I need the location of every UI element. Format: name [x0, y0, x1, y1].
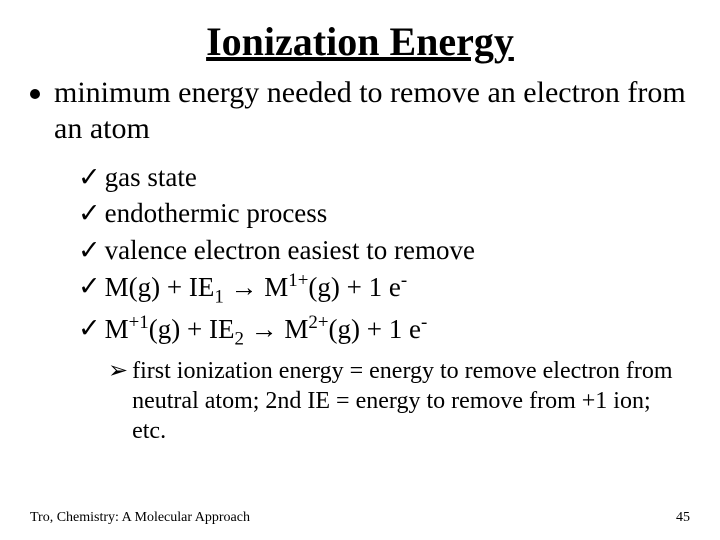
chevron-right-icon: ➢ — [108, 356, 128, 386]
check-item: ✓ gas state — [78, 159, 690, 195]
checkmark-icon: ✓ — [78, 310, 101, 346]
check-text: M(g) + IE1 → M1+(g) + 1 e- — [105, 268, 408, 310]
check-item: ✓ valence electron easiest to remove — [78, 232, 690, 268]
check-text: gas state — [105, 159, 197, 195]
bullet-dot-icon — [30, 89, 40, 99]
checkmark-icon: ✓ — [78, 232, 101, 268]
checklist: ✓ gas state ✓ endothermic process ✓ vale… — [30, 159, 690, 352]
note-block: ➢ first ionization energy = energy to re… — [30, 356, 690, 446]
check-item: ✓ endothermic process — [78, 195, 690, 231]
checkmark-icon: ✓ — [78, 268, 101, 304]
footer: Tro, Chemistry: A Molecular Approach 45 — [30, 510, 690, 526]
footer-left: Tro, Chemistry: A Molecular Approach — [30, 510, 250, 526]
note-text: first ionization energy = energy to remo… — [132, 356, 690, 446]
checkmark-icon: ✓ — [78, 195, 101, 231]
check-text: endothermic process — [105, 195, 328, 231]
check-item: ✓ M+1(g) + IE2 → M2+(g) + 1 e- — [78, 310, 690, 352]
main-bullet-text: minimum energy needed to remove an elect… — [54, 75, 690, 147]
checkmark-icon: ✓ — [78, 159, 101, 195]
check-text: valence electron easiest to remove — [105, 232, 475, 268]
note-item: ➢ first ionization energy = energy to re… — [108, 356, 690, 446]
slide-title: Ionization Energy — [30, 18, 690, 65]
slide-container: Ionization Energy minimum energy needed … — [0, 0, 720, 540]
footer-right: 45 — [676, 510, 690, 526]
check-text: M+1(g) + IE2 → M2+(g) + 1 e- — [105, 310, 428, 352]
check-item: ✓ M(g) + IE1 → M1+(g) + 1 e- — [78, 268, 690, 310]
main-bullet: minimum energy needed to remove an elect… — [30, 75, 690, 147]
